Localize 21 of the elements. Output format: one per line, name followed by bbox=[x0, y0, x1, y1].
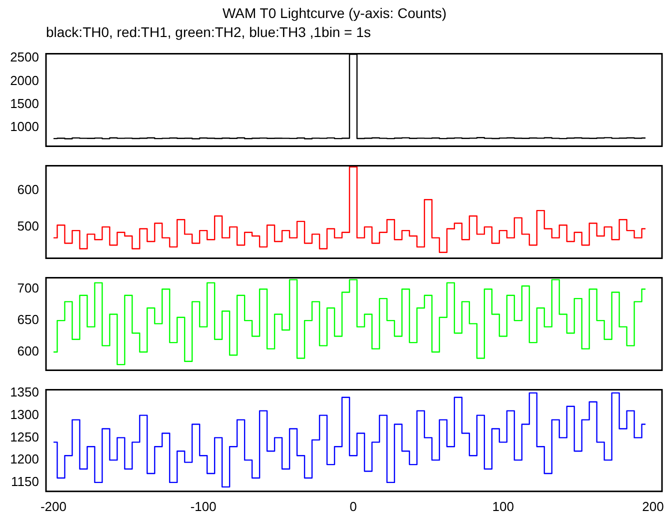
y-tick-label: 600 bbox=[17, 344, 39, 359]
y-tick-label: 1300 bbox=[10, 406, 39, 422]
x-tick-label: -100 bbox=[190, 498, 216, 514]
y-tick-label: 700 bbox=[17, 280, 39, 296]
y-tick-label: 1200 bbox=[10, 452, 39, 467]
y-tick-label: 1350 bbox=[10, 384, 39, 400]
y-tick-label: 1150 bbox=[11, 474, 39, 490]
chart-title: WAM T0 Lightcurve (y-axis: Counts) bbox=[221, 4, 448, 22]
y-tick-label: 650 bbox=[17, 312, 39, 328]
y-tick-label: 1250 bbox=[10, 429, 39, 444]
chart-subtitle: black:TH0, red:TH1, green:TH2, blue:TH3 ,1bin = 1s bbox=[45, 23, 372, 42]
x-tick-label: 200 bbox=[642, 498, 664, 514]
x-tick-label: -200 bbox=[40, 498, 67, 514]
x-tick-label: 100 bbox=[492, 498, 514, 514]
y-tick-label: 500 bbox=[17, 218, 39, 234]
y-tick-label: 1000 bbox=[10, 119, 39, 134]
y-tick-label: 2500 bbox=[10, 50, 39, 65]
y-tick-label: 1500 bbox=[10, 96, 39, 111]
y-tick-label: 2000 bbox=[10, 72, 39, 88]
y-tick-label: 600 bbox=[17, 182, 39, 198]
x-tick-label: 0 bbox=[350, 498, 357, 514]
